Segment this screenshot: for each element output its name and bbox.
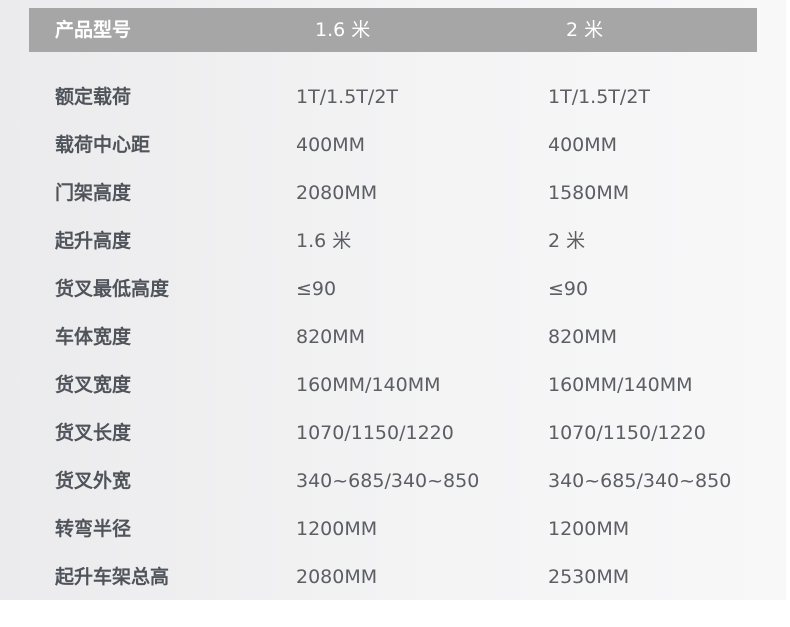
row-label: 货叉外宽: [55, 470, 132, 492]
row-value-1: 1T/1.5T/2T: [296, 86, 399, 108]
row-value-1: ≤90: [296, 278, 337, 300]
table-row: 起升高度 1.6 米 2 米: [0, 228, 786, 276]
row-value-2: 340~685/340~850: [548, 470, 732, 492]
row-value-1: 1200MM: [296, 518, 378, 540]
table-row: 门架高度 2080MM 1580MM: [0, 180, 786, 228]
row-value-1: 2080MM: [296, 566, 378, 588]
row-value-1: 400MM: [296, 134, 366, 156]
table-header: 产品型号 1.6 米 2 米: [29, 8, 757, 52]
row-value-1: 160MM/140MM: [296, 374, 441, 396]
table-row: 货叉长度 1070/1150/1220 1070/1150/1220: [0, 420, 786, 468]
header-model-label: 产品型号: [55, 19, 132, 41]
spec-table: 产品型号 1.6 米 2 米 额定载荷 1T/1.5T/2T 1T/1.5T/2T 载…: [0, 0, 786, 600]
row-value-2: ≤90: [548, 278, 589, 300]
table-row: 货叉外宽 340~685/340~850 340~685/340~850: [0, 468, 786, 516]
row-label: 货叉宽度: [55, 374, 132, 396]
table-row: 转弯半径 1200MM 1200MM: [0, 516, 786, 564]
row-value-1: 340~685/340~850: [296, 470, 480, 492]
row-value-2: 2 米: [548, 230, 586, 252]
row-value-2: 2530MM: [548, 566, 630, 588]
row-label: 门架高度: [55, 182, 132, 204]
row-value-2: 1580MM: [548, 182, 630, 204]
row-value-2: 820MM: [548, 326, 618, 348]
row-value-2: 400MM: [548, 134, 618, 156]
row-label: 额定载荷: [55, 86, 132, 108]
table-row: 车体宽度 820MM 820MM: [0, 324, 786, 372]
header-col-2: 2 米: [566, 19, 604, 41]
table-row: 货叉最低高度 ≤90 ≤90: [0, 276, 786, 324]
header-col-1: 1.6 米: [315, 19, 371, 41]
row-label: 起升车架总高: [55, 566, 170, 588]
table-row: 货叉宽度 160MM/140MM 160MM/140MM: [0, 372, 786, 420]
row-value-1: 820MM: [296, 326, 366, 348]
row-value-1: 1070/1150/1220: [296, 422, 454, 444]
table-row: 额定载荷 1T/1.5T/2T 1T/1.5T/2T: [0, 84, 786, 132]
row-value-2: 160MM/140MM: [548, 374, 693, 396]
row-value-1: 1.6 米: [296, 230, 352, 252]
row-label: 起升高度: [55, 230, 132, 252]
row-label: 转弯半径: [55, 518, 132, 540]
row-label: 车体宽度: [55, 326, 132, 348]
row-label: 货叉最低高度: [55, 278, 170, 300]
row-value-1: 2080MM: [296, 182, 378, 204]
row-label: 载荷中心距: [55, 134, 151, 156]
table-row: 起升车架总高 2080MM 2530MM: [0, 564, 786, 612]
row-label: 货叉长度: [55, 422, 132, 444]
row-value-2: 1T/1.5T/2T: [548, 86, 651, 108]
table-row: 载荷中心距 400MM 400MM: [0, 132, 786, 180]
row-value-2: 1200MM: [548, 518, 630, 540]
row-value-2: 1070/1150/1220: [548, 422, 706, 444]
